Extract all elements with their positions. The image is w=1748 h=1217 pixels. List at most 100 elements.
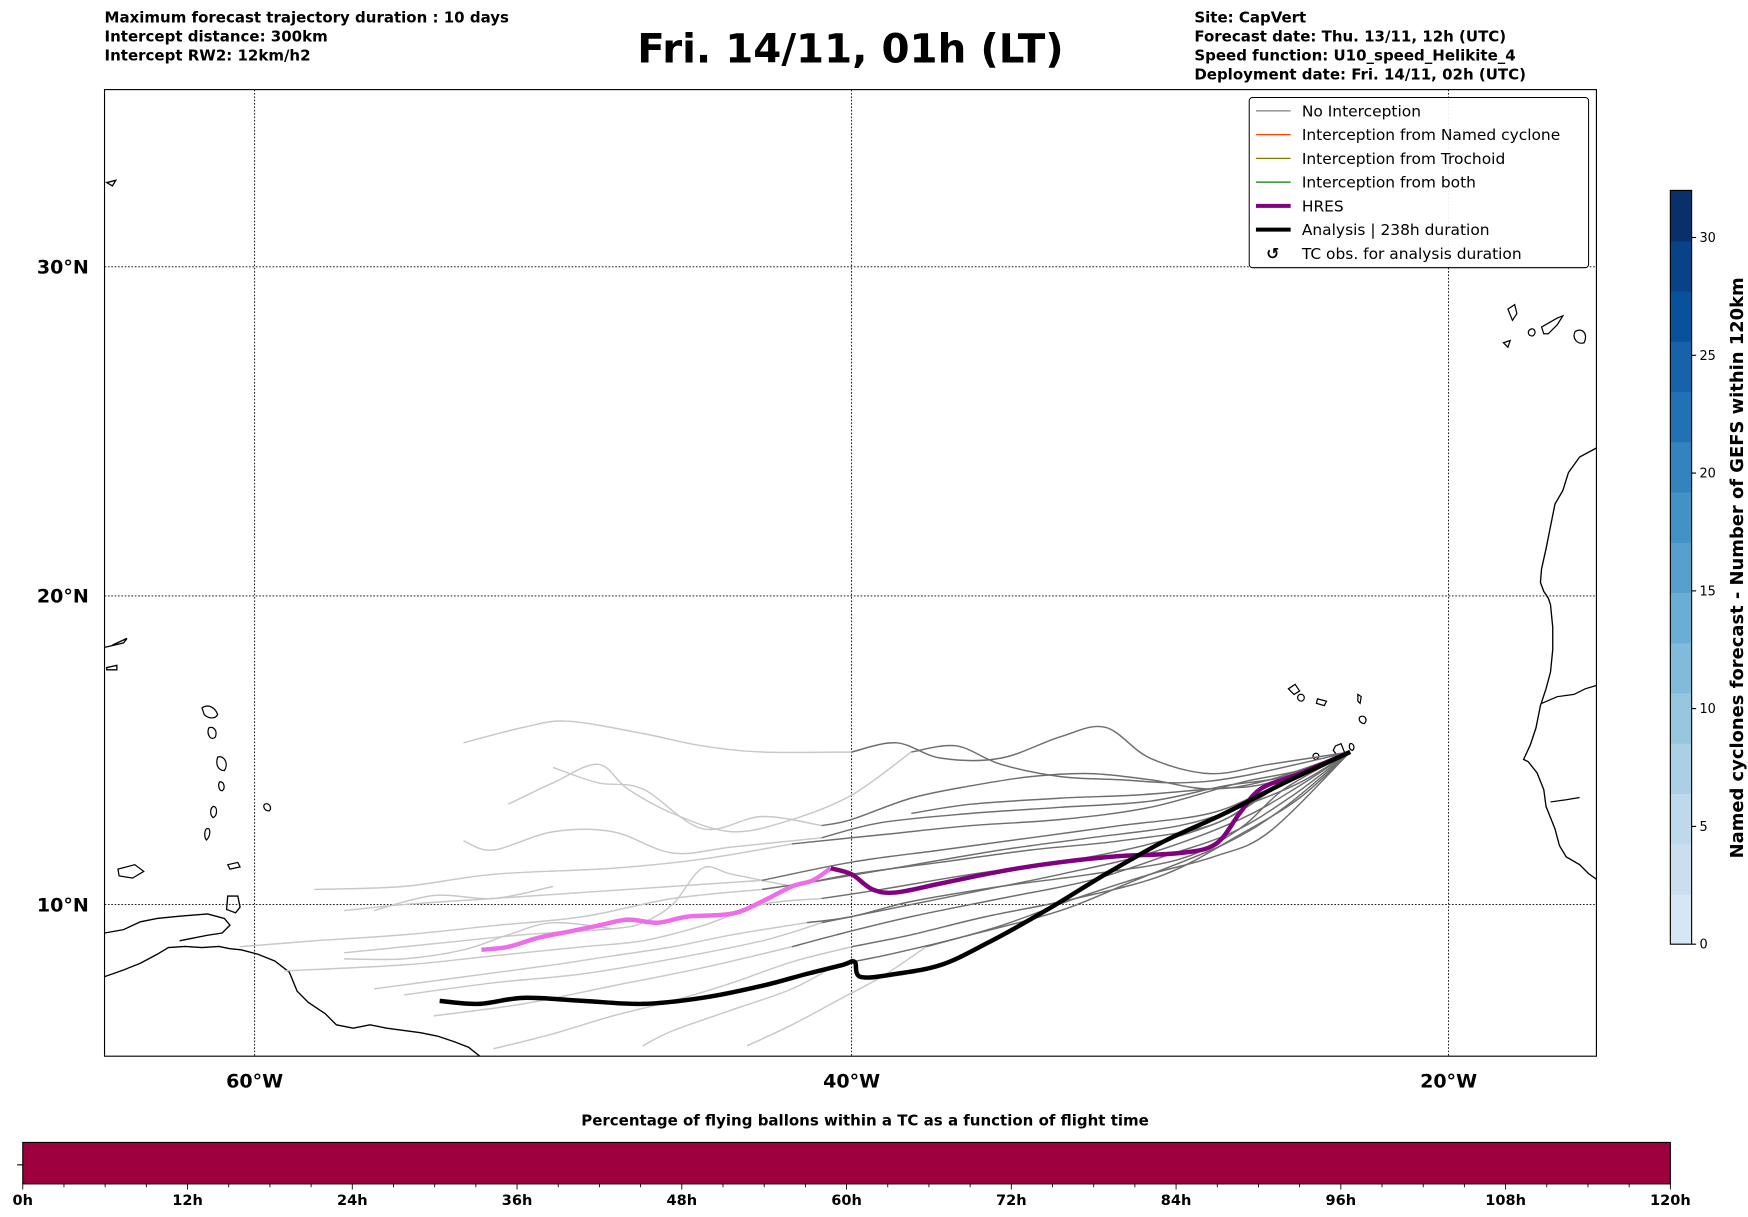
ensemble-trajectory-faded [433, 946, 793, 1017]
legend-item: HRES [1255, 197, 1344, 215]
colorbar-tick-label: 5 [1699, 820, 1707, 835]
legend-label: Interception from Named cyclone [1302, 126, 1560, 144]
coastline-guadeloupe-area [117, 705, 272, 879]
colorbar-segment [1670, 341, 1692, 392]
header-left-line-1: Maximum forecast trajectory duration : 1… [105, 8, 509, 26]
ensemble-trajectory-faded [373, 921, 807, 990]
header-right: Site: CapVert Forecast date: Thu. 13/11,… [1194, 8, 1526, 83]
colorbar: 0 5 10 15 20 25 30 [1669, 189, 1716, 953]
ensemble-trajectory-faded [344, 879, 763, 912]
bottom-bar-tick-label: 24h [337, 1192, 368, 1209]
bottom-bar-tick-label: 84h [1161, 1192, 1192, 1209]
ensemble-trajectory [791, 751, 1351, 948]
colorbar-segment [1670, 441, 1692, 493]
ensemble-trajectory-faded [642, 964, 838, 1047]
legend-item: ↺ TC obs. for analysis duration [1266, 244, 1522, 263]
colorbar-tick-label: 15 [1699, 584, 1715, 599]
lat-tick-label: 30°N [37, 257, 89, 279]
coastline-puerto-rico [104, 179, 128, 671]
ensemble-trajectory [821, 751, 1351, 827]
colorbar-tick-label: 30 [1699, 231, 1715, 246]
ensemble-trajectory [851, 751, 1351, 948]
colorbar-tick-label: 25 [1699, 349, 1715, 364]
header-left-line-2: Intercept distance: 300km [105, 27, 328, 45]
colorbar-segment [1670, 642, 1692, 694]
colorbar-segment [1670, 843, 1692, 895]
ensemble-trajectory-faded [314, 843, 793, 891]
legend-item: Interception from both [1255, 174, 1476, 192]
longitude-tick-labels: 60°W 40°W 20°W [226, 1071, 1477, 1093]
colorbar-segment [1670, 491, 1692, 543]
hres-trajectory [830, 749, 1352, 896]
bottom-bar-tick-label: 48h [666, 1192, 697, 1209]
coastline-west-africa [1522, 447, 1597, 880]
lat-tick-label: 20°N [37, 586, 89, 608]
bottom-bar-tick-label: 96h [1326, 1192, 1357, 1209]
header-right-line-2: Forecast date: Thu. 13/11, 12h (UTC) [1194, 27, 1506, 45]
header-right-line-4: Deployment date: Fri. 14/11, 02h (UTC) [1194, 66, 1526, 84]
bottom-bar-tick-label: 36h [502, 1192, 533, 1209]
main-trajectories [439, 749, 1352, 1007]
ensemble-trajectory [836, 751, 1351, 966]
ensemble-trajectory-faded [239, 888, 763, 948]
ensemble-trajectory-faded [508, 751, 912, 833]
bottom-bar-tick-label: 72h [996, 1192, 1027, 1209]
figure-title: Fri. 14/11, 01h (LT) [637, 26, 1063, 73]
ensemble-trajectory [821, 751, 1351, 839]
coastline-venezuela [104, 913, 231, 942]
colorbar-label: Named cyclones forecast - Number of GEFS… [1727, 277, 1748, 858]
colorbar-tick-label: 0 [1699, 938, 1707, 953]
ensemble-trajectories-faded [239, 720, 927, 1050]
ensemble-trajectory-faded [373, 885, 554, 912]
lon-tick-label: 20°W [1420, 1071, 1477, 1093]
legend-label: TC obs. for analysis duration [1301, 245, 1522, 263]
legend-item: Interception from Trochoid [1255, 150, 1505, 168]
latitude-tick-labels: 30°N 20°N 10°N [37, 257, 89, 917]
analysis-trajectory [439, 749, 1352, 1007]
colorbar-segment [1670, 391, 1692, 443]
ensemble-trajectory-faded [344, 865, 793, 954]
bottom-bar-ticks: 0h 12h 24h 36h 48h 60h 72h 84h 96h 108h 120h [13, 1183, 1691, 1209]
ensemble-trajectory [821, 751, 1351, 924]
coastline-trinidad [225, 895, 241, 914]
legend-box [1248, 96, 1590, 269]
lat-tick-label: 10°N [37, 894, 89, 916]
lon-tick-label: 40°W [823, 1071, 880, 1093]
ensemble-trajectory [911, 744, 1351, 784]
bottom-percentage-bar [22, 1141, 1671, 1185]
bottom-bar-tick-label: 12h [172, 1192, 203, 1209]
header-left: Maximum forecast trajectory duration : 1… [105, 8, 509, 64]
coastline-canary-islands [1502, 303, 1587, 349]
bottom-bar-tick-label: 0h [13, 1192, 33, 1209]
ensemble-trajectory-faded [344, 921, 613, 961]
ensemble-trajectory-faded [552, 766, 822, 831]
ensemble-trajectory-faded [746, 946, 927, 1047]
legend-label: Interception from both [1302, 174, 1476, 192]
legend-label: Analysis | 238h duration [1302, 221, 1490, 239]
bottom-bar-tick-label: 60h [831, 1192, 862, 1209]
colorbar-segment [1670, 692, 1692, 744]
bottom-bar-title: Percentage of flying ballons within a TC… [581, 1112, 1149, 1130]
ensemble-trajectory [925, 751, 1351, 948]
header-right-line-3: Speed function: U10_speed_Helikite_4 [1194, 46, 1515, 64]
legend: No Interception Interception from Named c… [1248, 96, 1590, 269]
lon-tick-label: 60°W [226, 1071, 283, 1093]
colorbar-tick-label: 20 [1699, 467, 1715, 482]
colorbar-tick-label: 10 [1699, 702, 1715, 717]
legend-item: Interception from Named cyclone [1255, 126, 1560, 144]
colorbar-segment [1670, 592, 1692, 644]
legend-label: Interception from Trochoid [1302, 150, 1505, 168]
colorbar-segment [1670, 542, 1692, 593]
bottom-bar-tick-label: 108h [1485, 1192, 1526, 1209]
legend-item: Analysis | 238h duration [1255, 221, 1490, 239]
legend-item: No Interception [1255, 102, 1421, 120]
legend-label: HRES [1302, 197, 1344, 215]
hres-trajectory-extended [481, 866, 832, 953]
ensemble-trajectory [851, 725, 1351, 775]
tc-symbol-icon: ↺ [1266, 244, 1279, 263]
ensemble-trajectory [806, 751, 1351, 924]
ensemble-trajectory-faded [463, 828, 822, 855]
colorbar-segment [1670, 240, 1692, 292]
